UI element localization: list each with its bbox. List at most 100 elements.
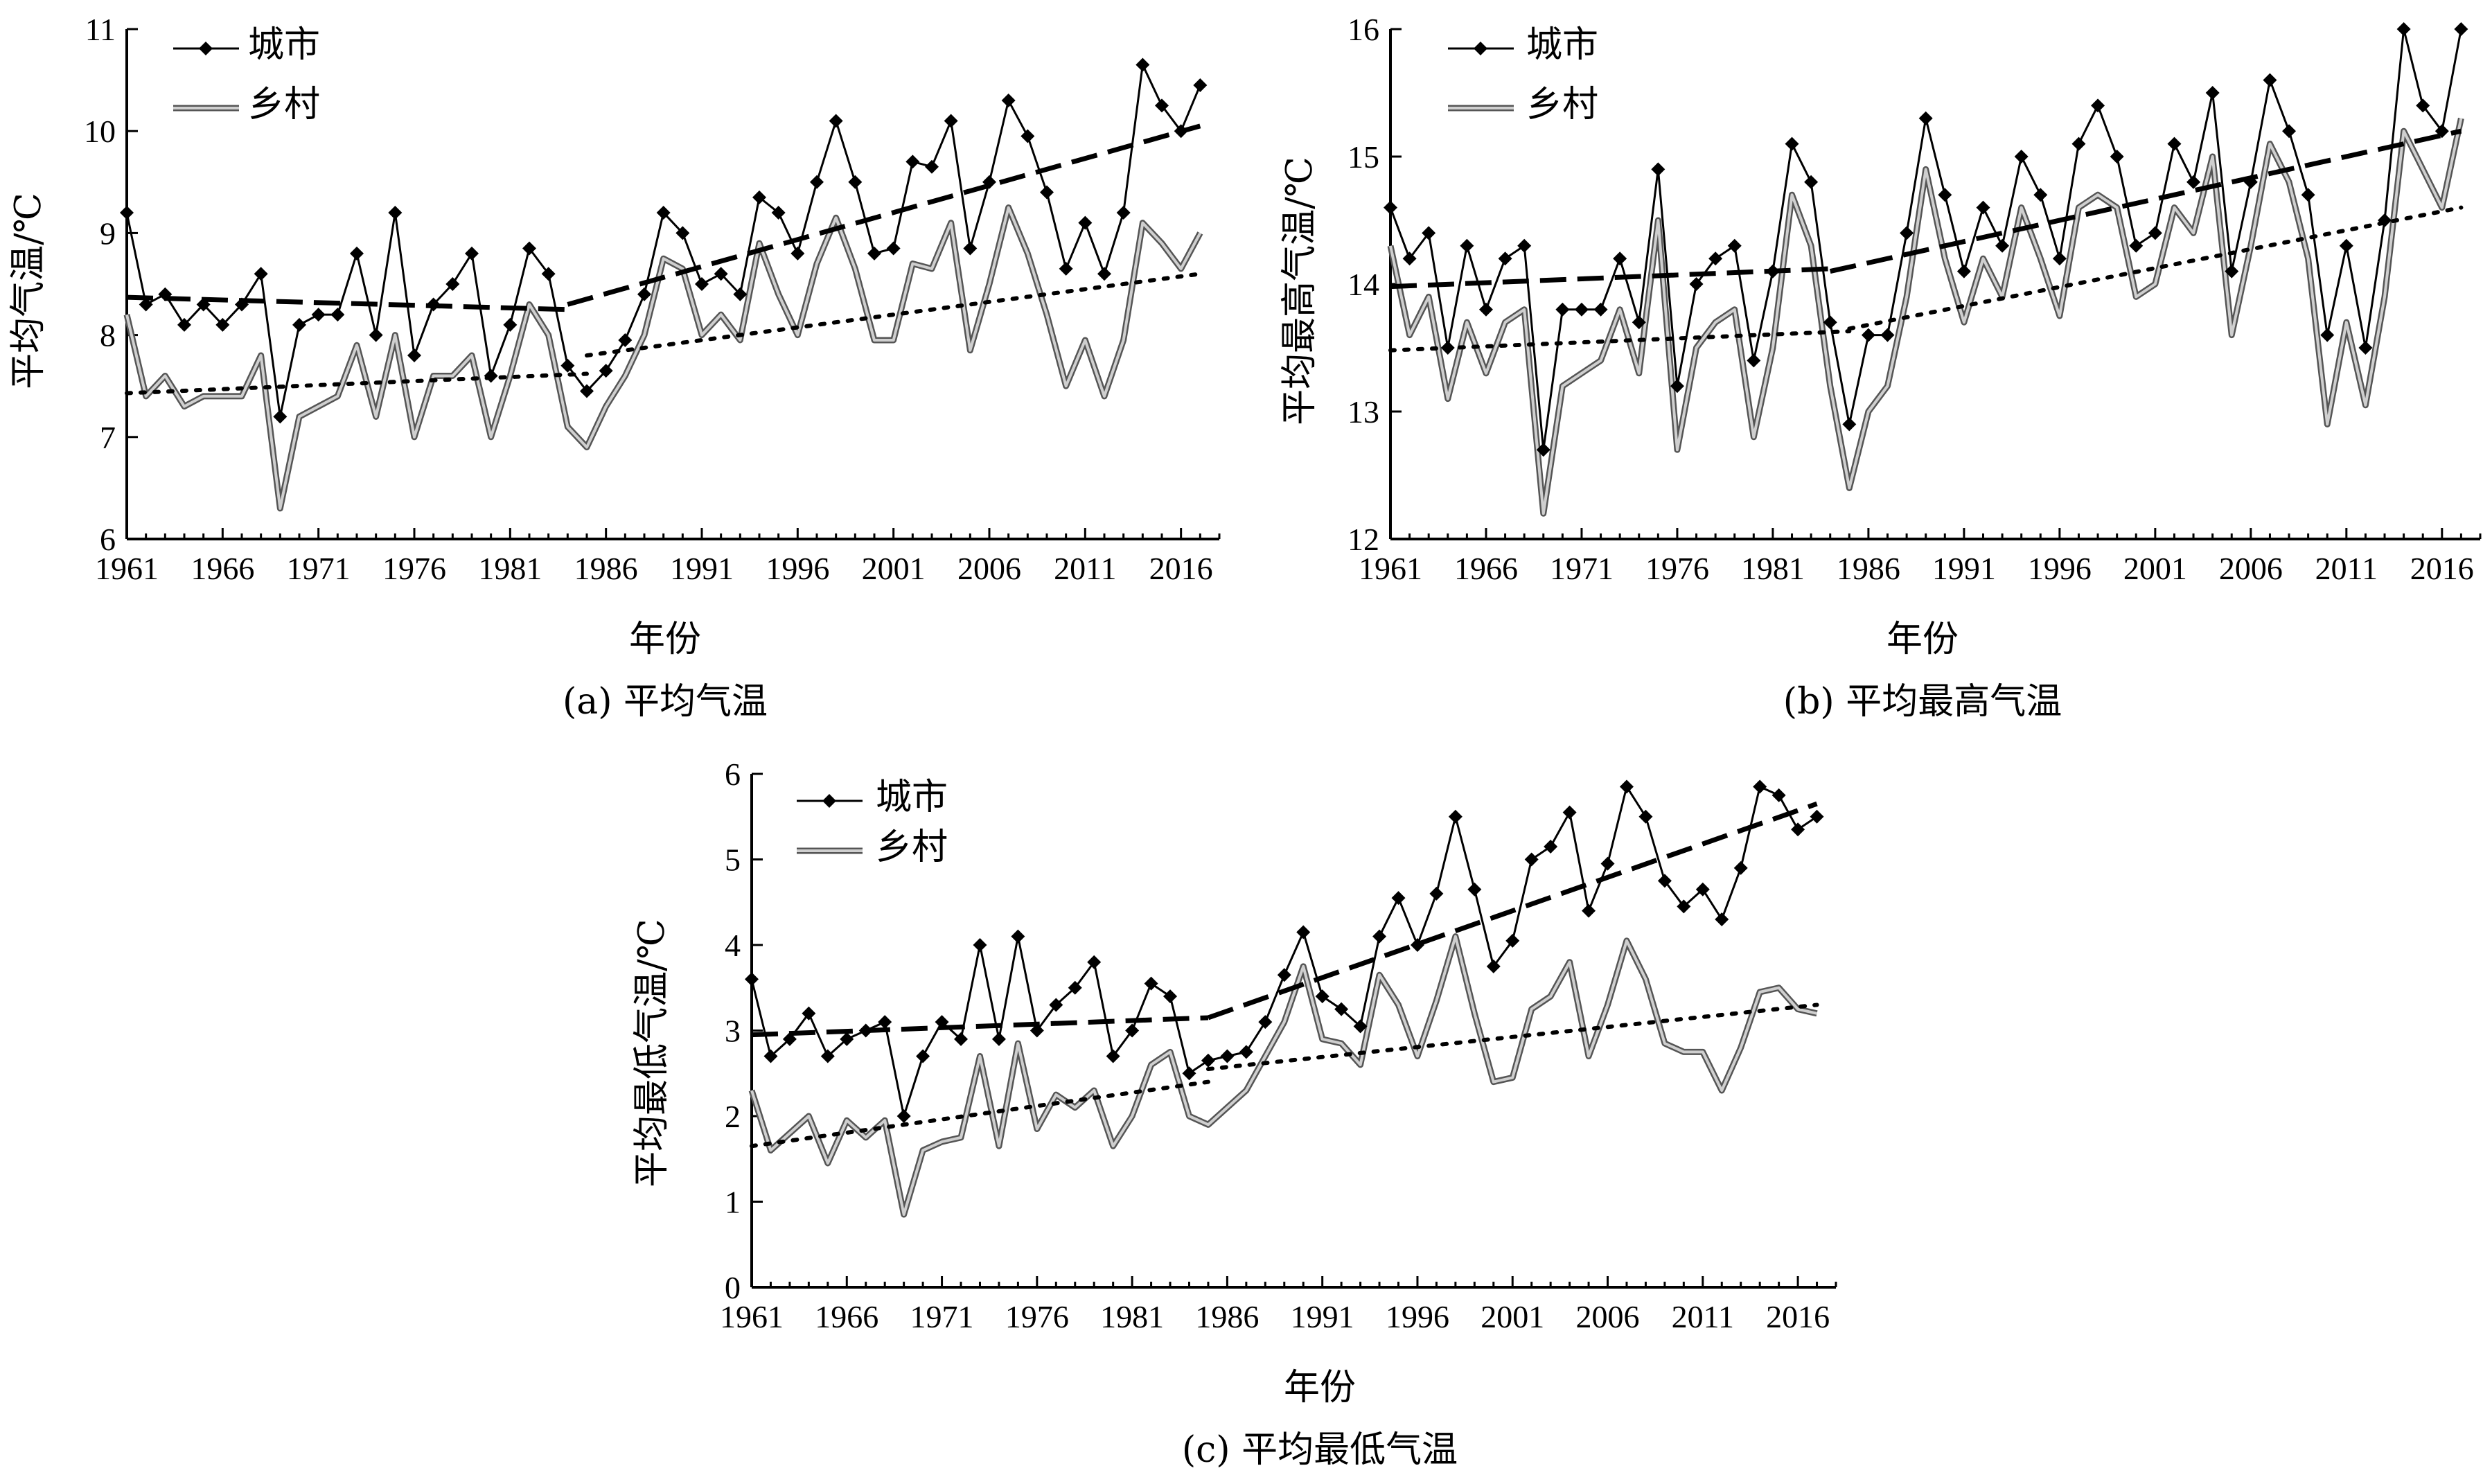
series-city-point-b bbox=[1402, 251, 1417, 266]
y-tick-label-b: 16 bbox=[1347, 12, 1379, 47]
series-city-point-a bbox=[388, 205, 403, 220]
y-tick-label-a: 9 bbox=[100, 215, 116, 251]
series-city-point-b bbox=[1842, 417, 1857, 432]
series-rural-line-b bbox=[1389, 118, 2463, 515]
x-tick-label-a: 1971 bbox=[287, 551, 351, 586]
series-city-point-b bbox=[1651, 162, 1665, 177]
trend-rural-c bbox=[1205, 1002, 1819, 1072]
series-city-point-a bbox=[1020, 129, 1035, 143]
series-city-point-b bbox=[2301, 188, 2315, 202]
series-city-point-b bbox=[2263, 73, 2277, 87]
x-tick-label-b: 2001 bbox=[2123, 551, 2187, 586]
y-tick-label-a: 7 bbox=[100, 420, 116, 455]
caption-c: (c) 平均最低气温 bbox=[1182, 1429, 1458, 1471]
x-tick-label-a: 2006 bbox=[957, 551, 1021, 586]
series-city-point-c bbox=[1220, 1049, 1235, 1063]
xlabel-c: 年份 bbox=[1284, 1367, 1356, 1408]
x-tick-label-c: 1991 bbox=[1291, 1299, 1354, 1334]
caption-b: (b) 平均最高气温 bbox=[1783, 681, 2062, 723]
x-tick-label-c: 2016 bbox=[1766, 1299, 1830, 1334]
ylabel-c: 平均最低气温/℃ bbox=[631, 919, 673, 1187]
series-city-point-a bbox=[503, 317, 518, 332]
series-city-point-c bbox=[991, 1032, 1006, 1046]
series-city-point-a bbox=[1193, 78, 1208, 92]
series-city-point-c bbox=[1733, 860, 1748, 875]
x-tick-label-a: 2011 bbox=[1054, 551, 1116, 586]
series-city-point-c bbox=[1277, 968, 1291, 982]
series-city-point-a bbox=[407, 348, 421, 363]
series-city-point-c bbox=[1315, 989, 1329, 1004]
series-city-point-b bbox=[2148, 226, 2162, 240]
x-tick-label-b: 1981 bbox=[1741, 551, 1805, 586]
series-city-point-a bbox=[848, 175, 863, 189]
series-city-point-b bbox=[1574, 302, 1589, 317]
y-tick-label-b: 13 bbox=[1347, 394, 1379, 430]
series-city-point-c bbox=[1334, 1002, 1349, 1016]
series-city-point-a bbox=[829, 114, 843, 128]
series-city-point-a bbox=[292, 317, 306, 332]
series-city-point-a bbox=[350, 246, 364, 260]
series-city-point-c bbox=[1201, 1053, 1215, 1068]
series-city-point-a bbox=[1001, 94, 1016, 108]
x-tick-label-a: 1986 bbox=[574, 551, 638, 586]
chart-a: 平均气温/℃ 年份 (a) 平均气温 城市 乡村 6 7 8 9 10 11 1961 196… bbox=[8, 12, 1221, 723]
series-city-point-a bbox=[867, 246, 881, 260]
legend-label-rural-b: 乡村 bbox=[1526, 84, 1598, 125]
x-tick-label-a: 1966 bbox=[191, 551, 254, 586]
series-city-point-b bbox=[2358, 341, 2373, 355]
series-city-point-b bbox=[1918, 111, 1933, 125]
series-city-point-c bbox=[1125, 1023, 1140, 1038]
y-tick-label-b: 12 bbox=[1347, 522, 1379, 557]
series-city-point-c bbox=[1030, 1023, 1044, 1038]
series-city-point-b bbox=[2091, 98, 2105, 113]
series-city-point-a bbox=[139, 297, 153, 312]
legend-label-rural-c: 乡村 bbox=[876, 827, 948, 868]
series-city-point-b bbox=[1422, 226, 1436, 240]
legend-label-rural-a: 乡村 bbox=[248, 84, 320, 125]
series-city-point-a bbox=[120, 205, 134, 220]
series-rural-line-c bbox=[750, 935, 1817, 1217]
series-city-point-a bbox=[944, 114, 958, 128]
trend-rural-c bbox=[750, 1079, 1210, 1149]
series-city-point-b bbox=[1823, 315, 1837, 330]
series-city-point-b bbox=[1747, 353, 1761, 368]
x-tick-label-c: 2011 bbox=[1672, 1299, 1734, 1334]
series-city-point-c bbox=[1011, 929, 1025, 944]
series-city-point-b bbox=[1593, 302, 1608, 317]
series-city-point-c bbox=[1087, 955, 1102, 969]
trend-city-a bbox=[126, 294, 568, 312]
y-tick-label-a: 6 bbox=[100, 522, 116, 557]
series-city-point-a bbox=[465, 246, 479, 260]
x-tick-label-a: 2001 bbox=[862, 551, 926, 586]
series-city-point-b bbox=[2416, 98, 2430, 113]
series-city-point-b bbox=[1478, 302, 1493, 317]
series-city-point-b bbox=[1460, 238, 1474, 253]
series-city-point-b bbox=[1670, 379, 1684, 394]
series-city-point-a bbox=[771, 205, 786, 220]
series-city-point-a bbox=[656, 205, 671, 220]
series-city-point-c bbox=[1544, 839, 1558, 854]
series-city-point-b bbox=[1517, 238, 1532, 253]
series-city-point-a bbox=[522, 241, 536, 256]
x-tick-label-a: 2016 bbox=[1149, 551, 1213, 586]
series-city-point-c bbox=[1467, 882, 1482, 896]
series-city-point-b bbox=[1536, 443, 1550, 457]
x-tick-label-c: 1966 bbox=[815, 1299, 878, 1334]
y-tick-label-c: 1 bbox=[725, 1185, 741, 1220]
legend-marker-city-c bbox=[822, 794, 836, 808]
series-city-point-b bbox=[2052, 251, 2067, 266]
series-city-point-a bbox=[580, 384, 594, 398]
legend-label-city-a: 城市 bbox=[248, 24, 320, 66]
ylabel-b: 平均最高气温/℃ bbox=[1279, 157, 1320, 425]
series-city-point-c bbox=[802, 1006, 816, 1021]
trend-rural-a bbox=[585, 272, 1203, 358]
series-city-point-a bbox=[695, 277, 709, 291]
chart-c: 平均最低气温/℃ 年份 (c) 平均最低气温 城市 乡村 0 1 2 3 4 5 6 1961… bbox=[631, 757, 1837, 1471]
legend-label-city-b: 城市 bbox=[1526, 24, 1598, 66]
series-city-point-a bbox=[790, 246, 805, 260]
series-city-point-c bbox=[1486, 959, 1501, 973]
legend-label-city-c: 城市 bbox=[876, 777, 948, 818]
series-city-point-b bbox=[1689, 277, 1704, 291]
x-tick-label-c: 2006 bbox=[1576, 1299, 1640, 1334]
